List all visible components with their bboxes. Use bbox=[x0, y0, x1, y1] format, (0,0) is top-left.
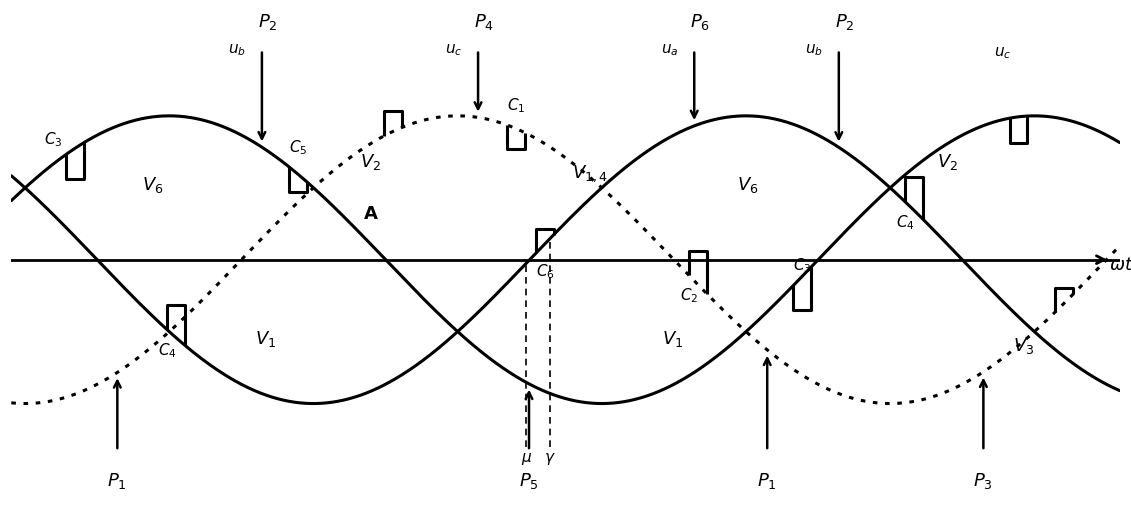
Text: $V_2$: $V_2$ bbox=[938, 152, 958, 172]
Text: $P_6$: $P_6$ bbox=[690, 13, 710, 32]
Text: $V_1$: $V_1$ bbox=[256, 329, 277, 349]
Text: $u_a$: $u_a$ bbox=[661, 42, 679, 58]
Text: $u_b$: $u_b$ bbox=[228, 42, 247, 58]
Text: $V_1$: $V_1$ bbox=[662, 329, 683, 349]
Text: $u_c$: $u_c$ bbox=[444, 42, 461, 58]
Text: $C_5$: $C_5$ bbox=[290, 138, 308, 157]
Text: $u_b$: $u_b$ bbox=[805, 42, 823, 58]
Text: $\gamma$: $\gamma$ bbox=[544, 451, 555, 467]
Text: $P_3$: $P_3$ bbox=[974, 471, 993, 491]
Text: $C_3$: $C_3$ bbox=[793, 257, 812, 275]
Text: $u_c$: $u_c$ bbox=[994, 45, 1011, 61]
Text: $\omega t$: $\omega t$ bbox=[1108, 257, 1131, 274]
Text: $C_2$: $C_2$ bbox=[680, 287, 698, 306]
Text: $C_3$: $C_3$ bbox=[44, 130, 62, 148]
Text: $C_1$: $C_1$ bbox=[507, 96, 526, 115]
Text: $P_1$: $P_1$ bbox=[107, 471, 127, 491]
Text: $V_6$: $V_6$ bbox=[143, 175, 164, 195]
Text: $P_1$: $P_1$ bbox=[758, 471, 777, 491]
Text: $V_{1,4}$: $V_{1,4}$ bbox=[571, 163, 607, 184]
Text: $V_3$: $V_3$ bbox=[1012, 336, 1034, 356]
Text: $C_6$: $C_6$ bbox=[536, 262, 554, 280]
Text: $C_4$: $C_4$ bbox=[896, 213, 914, 232]
Text: $V_2$: $V_2$ bbox=[360, 152, 381, 172]
Text: $V_6$: $V_6$ bbox=[737, 175, 759, 195]
Text: A: A bbox=[364, 205, 378, 223]
Text: $P_2$: $P_2$ bbox=[258, 13, 277, 32]
Text: $\mu$: $\mu$ bbox=[520, 451, 532, 467]
Text: $P_5$: $P_5$ bbox=[519, 471, 538, 491]
Text: $P_4$: $P_4$ bbox=[474, 13, 493, 32]
Text: $C_4$: $C_4$ bbox=[157, 341, 176, 360]
Text: $P_2$: $P_2$ bbox=[835, 13, 854, 32]
